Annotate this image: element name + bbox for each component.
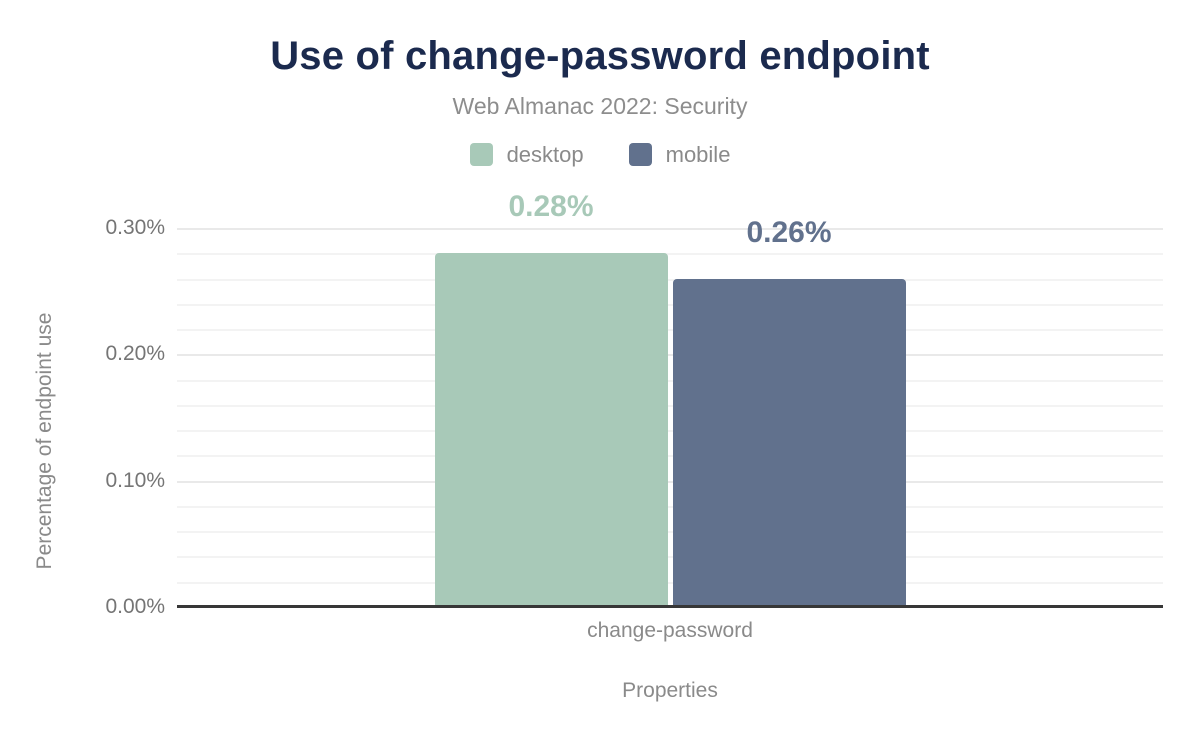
legend-label: mobile [665, 142, 731, 167]
y-tick-label: 0.20% [105, 342, 165, 366]
y-tick-label: 0.10% [105, 468, 165, 492]
gridline-major [177, 354, 1163, 357]
y-tick-label: 0.00% [105, 595, 165, 618]
gridline-minor [177, 430, 1163, 433]
gridline-major [177, 480, 1163, 483]
gridline-minor [177, 278, 1163, 281]
legend-item-desktop[interactable]: desktop [469, 142, 584, 167]
gridline-minor [177, 531, 1163, 534]
gridline-minor [177, 253, 1163, 256]
chart-title: Use of change-password endpoint [270, 34, 930, 78]
x-axis-title: Properties [622, 679, 718, 702]
x-axis-line [177, 605, 1163, 608]
gridline-minor [177, 455, 1163, 458]
legend-swatch-icon [469, 143, 493, 166]
legend-swatch-icon [628, 143, 652, 166]
gridline-minor [177, 505, 1163, 508]
bar-desktop[interactable] [434, 253, 668, 607]
gridline-minor [177, 303, 1163, 306]
gridline-minor [177, 581, 1163, 584]
plot-area: 0.28% 0.26% [177, 190, 1163, 607]
gridline-minor [177, 404, 1163, 407]
data-label-desktop: 0.28% [508, 190, 594, 224]
y-tick-label: 0.30% [105, 216, 165, 239]
legend: desktop mobile [0, 143, 1200, 166]
gridline-minor [177, 379, 1163, 382]
y-axis-title: Percentage of endpoint use [33, 312, 56, 570]
gridline-minor [177, 556, 1163, 559]
data-label-mobile: 0.26% [746, 215, 832, 249]
legend-item-mobile[interactable]: mobile [628, 142, 731, 167]
chart-subtitle: Web Almanac 2022: Security [452, 93, 748, 119]
gridline-major [177, 228, 1163, 230]
gridline-minor [177, 329, 1163, 332]
legend-label: desktop [506, 142, 584, 167]
bar-mobile[interactable] [672, 278, 906, 607]
x-tick-label: change-password [587, 619, 753, 642]
